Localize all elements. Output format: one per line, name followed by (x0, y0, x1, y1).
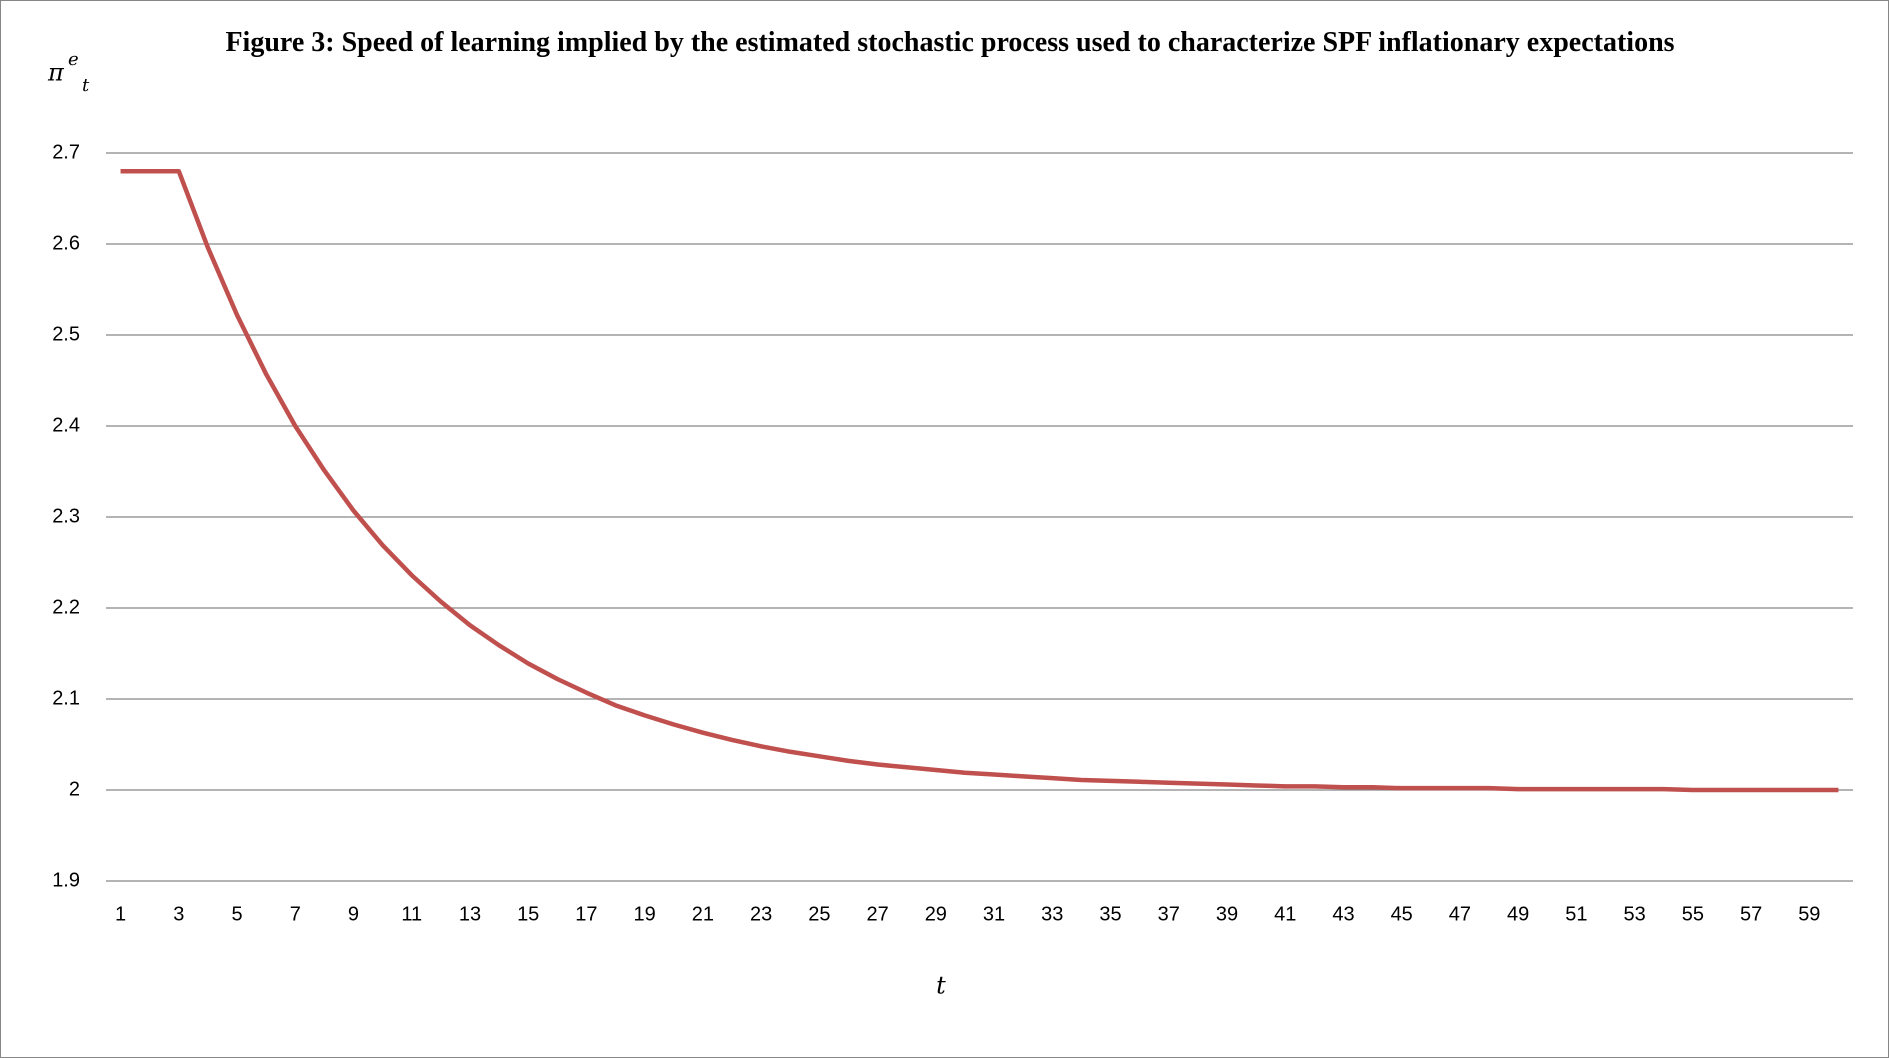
y-tick-label: 2.6 (52, 232, 80, 254)
y-tick-label: 2.7 (52, 141, 80, 163)
x-tick-label: 43 (1332, 903, 1354, 925)
x-tick-label: 51 (1565, 903, 1587, 925)
x-tick-label: 9 (348, 903, 359, 925)
y-tick-label: 2.2 (52, 596, 80, 618)
y-axis-label-sup: e (68, 49, 79, 70)
x-tick-label: 23 (750, 903, 772, 925)
y-axis-label-sub: t (82, 75, 90, 96)
y-tick-label: 1.9 (52, 869, 80, 891)
chart-title: Figure 3: Speed of learning implied by t… (225, 27, 1675, 58)
y-tick-label: 2.3 (52, 505, 80, 527)
x-tick-label: 11 (401, 903, 422, 925)
x-tick-label: 7 (290, 903, 301, 925)
x-tick-label: 55 (1682, 903, 1704, 925)
x-tick-label: 59 (1798, 903, 1820, 925)
y-tick-label: 2.4 (52, 414, 80, 436)
x-tick-label: 47 (1449, 903, 1471, 925)
x-tick-label: 3 (173, 903, 184, 925)
data-line (120, 168, 1839, 793)
x-tick-label: 45 (1391, 903, 1413, 925)
x-tick-label: 21 (692, 903, 714, 925)
x-tick-label: 19 (634, 903, 656, 925)
x-tick-label: 29 (925, 903, 947, 925)
x-tick-label: 41 (1274, 903, 1296, 925)
x-tick-label: 57 (1740, 903, 1762, 925)
x-tick-label: 39 (1216, 903, 1238, 925)
x-tick-label: 31 (983, 903, 1005, 925)
x-tick-label: 49 (1507, 903, 1529, 925)
x-tick-label: 25 (808, 903, 830, 925)
x-tick-label: 35 (1099, 903, 1121, 925)
x-tick-label: 13 (459, 903, 481, 925)
x-tick-label: 53 (1624, 903, 1646, 925)
y-axis-label: π (47, 59, 65, 87)
x-tick-label: 5 (231, 903, 242, 925)
x-tick-label: 1 (115, 903, 126, 925)
x-tick-label: 15 (517, 903, 539, 925)
x-tick-label: 17 (575, 903, 597, 925)
x-tick-label: 27 (866, 903, 888, 925)
x-axis-label: t (936, 972, 946, 1000)
y-tick-label: 2.1 (52, 687, 80, 709)
x-tick-label: 33 (1041, 903, 1063, 925)
y-tick-label: 2.5 (52, 323, 80, 345)
x-tick-label: 37 (1158, 903, 1180, 925)
y-tick-label: 2 (69, 778, 80, 800)
